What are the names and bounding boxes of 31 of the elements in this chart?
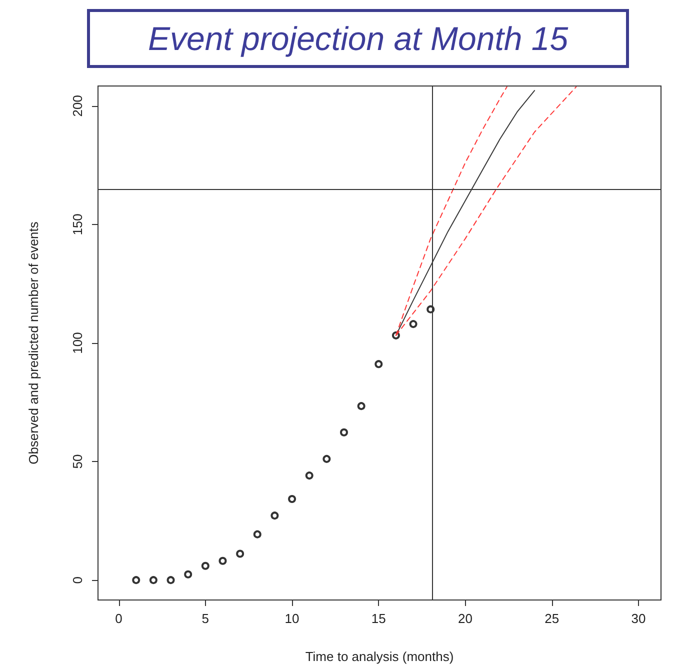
point — [409, 320, 418, 328]
point — [357, 402, 366, 410]
y-axis-title: Observed and predicted number of events — [26, 221, 41, 464]
point — [201, 562, 210, 570]
y-tick-label: 100 — [70, 332, 85, 354]
point — [184, 570, 192, 578]
point — [149, 576, 158, 584]
x-tick-label: 25 — [544, 611, 560, 626]
point — [288, 495, 296, 503]
x-tick-label: 0 — [115, 611, 122, 626]
x-axis-title: Time to analysis (months) — [305, 649, 454, 664]
point — [340, 428, 348, 436]
chart-title: Event projection at Month 15 — [148, 20, 569, 57]
point — [305, 472, 314, 480]
point — [322, 454, 331, 463]
point — [374, 360, 383, 368]
y-tick-label: 50 — [70, 454, 85, 469]
x-tick-label: 30 — [631, 611, 646, 626]
point — [166, 576, 175, 584]
y-tick-label: 150 — [70, 214, 85, 236]
x-tick-label: 20 — [458, 611, 472, 626]
x-tick-label: 5 — [202, 611, 210, 626]
x-tick-label: 10 — [284, 611, 300, 626]
y-tick-label: 200 — [70, 95, 85, 117]
point — [132, 576, 140, 584]
point — [236, 550, 244, 558]
point — [218, 556, 227, 565]
point — [253, 530, 262, 538]
point — [270, 512, 279, 520]
y-tick-label: 0 — [70, 576, 85, 584]
x-tick-label: 15 — [371, 611, 386, 626]
